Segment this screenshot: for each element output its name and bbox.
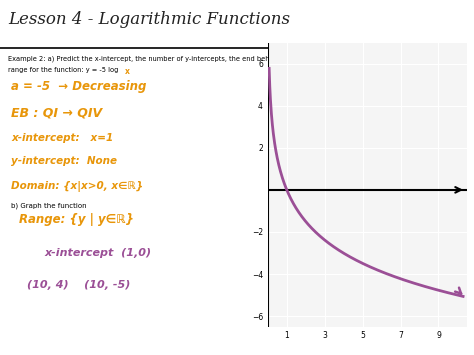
Text: Range: {y | y∈ℝ}: Range: {y | y∈ℝ} [19,213,134,226]
Text: EB : QI → QIV: EB : QI → QIV [11,106,102,120]
Text: range for the function: y = -5 log: range for the function: y = -5 log [8,67,118,73]
Text: Domain: {x|x>0, x∈ℝ}: Domain: {x|x>0, x∈ℝ} [11,181,143,192]
Text: b) Graph the function: b) Graph the function [11,202,87,209]
Text: Example 2: a) Predict the x-intercept, the number of y-intercepts, the end behav: Example 2: a) Predict the x-intercept, t… [8,55,359,61]
Text: a = -5  → Decreasing: a = -5 → Decreasing [11,80,146,93]
Text: Lesson 4 - Logarithmic Functions: Lesson 4 - Logarithmic Functions [8,11,290,28]
Text: y-intercept:  None: y-intercept: None [11,156,117,166]
Text: x: x [125,67,130,76]
Text: (10, 4)    (10, -5): (10, 4) (10, -5) [27,280,131,290]
Text: x-intercept  (1,0): x-intercept (1,0) [44,248,151,258]
Text: x-intercept:   x=1: x-intercept: x=1 [11,133,113,143]
